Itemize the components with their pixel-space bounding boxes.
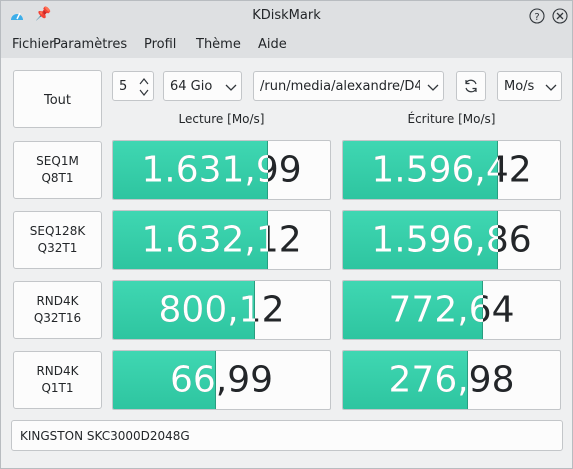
test-button-label: SEQ128K Q32T1 (14, 223, 101, 257)
menu-bar: Fichier Paramètres Profil Thème Aide (1, 31, 572, 58)
target-path-select[interactable]: /run/media/alexandre/D4_S (253, 71, 444, 101)
test-button[interactable]: SEQ1M Q8T1 (13, 141, 102, 199)
test-button-label: RND4K Q32T16 (14, 293, 101, 327)
test-name-line1: RND4K (36, 294, 79, 308)
write-value-overlay: 276,98 (343, 351, 468, 409)
read-value-overlay: 1.632,12 (113, 211, 268, 269)
device-name: KINGSTON SKC3000D2048G (20, 429, 190, 443)
read-progress-fill (113, 351, 216, 409)
read-speed-value-on-fill: 66,99 (169, 359, 216, 401)
file-size-select[interactable]: 64 Gio (163, 71, 242, 101)
test-name-line2: Q32T16 (33, 311, 82, 325)
menu-theme[interactable]: Thème (196, 37, 241, 52)
window-title: KDiskMark (252, 8, 321, 23)
device-info-field[interactable]: KINGSTON SKC3000D2048G (11, 420, 563, 451)
read-speed-value-on-fill: 800,12 (158, 289, 255, 331)
test-name-line1: RND4K (36, 364, 79, 378)
read-speed-value: 800,12 (158, 289, 285, 331)
read-column-header: Lecture [Mo/s] (178, 112, 265, 126)
test-button[interactable]: SEQ128K Q32T1 (13, 211, 102, 269)
file-size-value: 64 Gio (170, 79, 213, 94)
read-speed-value: 66,99 (169, 359, 274, 401)
write-column-header: Écriture [Mo/s] (407, 112, 496, 126)
unit-select[interactable]: Mo/s (497, 71, 562, 101)
chevron-down-icon (427, 84, 439, 91)
chevron-down-icon (225, 84, 237, 91)
write-value-overlay: 1.596,42 (343, 141, 498, 199)
run-all-label: Tout (43, 93, 72, 108)
test-name-line1: SEQ1M (36, 154, 79, 168)
title-bar: 📌 KDiskMark ? (1, 1, 572, 31)
refresh-button[interactable] (456, 71, 486, 101)
refresh-icon (465, 79, 477, 93)
menu-profile[interactable]: Profil (144, 37, 177, 52)
menu-settings[interactable]: Paramètres (53, 37, 128, 52)
spin-arrows-icon[interactable] (138, 76, 150, 98)
gauge-icon (11, 12, 23, 20)
loops-value: 5 (119, 79, 128, 94)
write-value-overlay: 1.596,86 (343, 211, 498, 269)
read-value-overlay: 800,12 (113, 281, 255, 339)
write-progress-fill (343, 281, 483, 339)
test-button[interactable]: RND4K Q32T16 (13, 281, 102, 339)
write-progress-fill (343, 211, 498, 269)
menu-help[interactable]: Aide (258, 37, 287, 52)
read-speed-value: 1.631,99 (141, 149, 302, 191)
test-button[interactable]: RND4K Q1T1 (13, 351, 102, 409)
unit-value: Mo/s (504, 79, 535, 94)
read-speed-value-on-fill: 1.631,99 (141, 149, 268, 191)
write-value-overlay: 772,64 (343, 281, 483, 339)
test-name-line2: Q1T1 (41, 381, 74, 395)
write-speed-value: 1.596,86 (371, 219, 532, 261)
write-speed-value-on-fill: 772,64 (388, 289, 483, 331)
read-speed-value-on-fill: 1.632,12 (141, 219, 268, 261)
run-all-button[interactable]: Tout (13, 70, 102, 128)
write-speed-value: 1.596,42 (371, 149, 532, 191)
read-value-overlay: 1.631,99 (113, 141, 268, 199)
read-result-2: 1.632,121.632,12 (112, 210, 331, 270)
read-progress-fill (113, 211, 268, 269)
write-speed-value-on-fill: 1.596,42 (371, 149, 498, 191)
test-name-line2: Q8T1 (41, 171, 74, 185)
read-speed-value: 1.632,12 (141, 219, 302, 261)
read-progress-fill (113, 281, 255, 339)
write-speed-value-on-fill: 1.596,86 (371, 219, 498, 261)
test-button-label: RND4K Q1T1 (14, 363, 101, 397)
write-speed-value: 276,98 (388, 359, 515, 401)
pin-icon[interactable]: 📌 (35, 7, 52, 22)
write-progress-fill (343, 141, 498, 199)
help-icon[interactable]: ? (528, 7, 546, 25)
menu-file[interactable]: Fichier (12, 37, 55, 52)
svg-text:?: ? (534, 12, 539, 23)
close-icon[interactable] (551, 7, 569, 25)
chevron-down-icon (545, 84, 557, 91)
target-path-value: /run/media/alexandre/D4_S (260, 79, 420, 94)
write-result-1: 1.596,421.596,42 (342, 140, 561, 200)
read-value-overlay: 66,99 (113, 351, 216, 409)
write-speed-value-on-fill: 276,98 (388, 359, 468, 401)
test-name-line1: SEQ128K (29, 224, 86, 238)
write-result-2: 1.596,861.596,86 (342, 210, 561, 270)
write-progress-fill (343, 351, 468, 409)
test-name-line2: Q32T1 (37, 241, 78, 255)
read-progress-fill (113, 141, 268, 199)
write-speed-value: 772,64 (388, 289, 515, 331)
read-result-1: 1.631,991.631,99 (112, 140, 331, 200)
test-button-label: SEQ1M Q8T1 (14, 153, 101, 187)
loops-spinbox[interactable]: 5 (112, 71, 154, 101)
